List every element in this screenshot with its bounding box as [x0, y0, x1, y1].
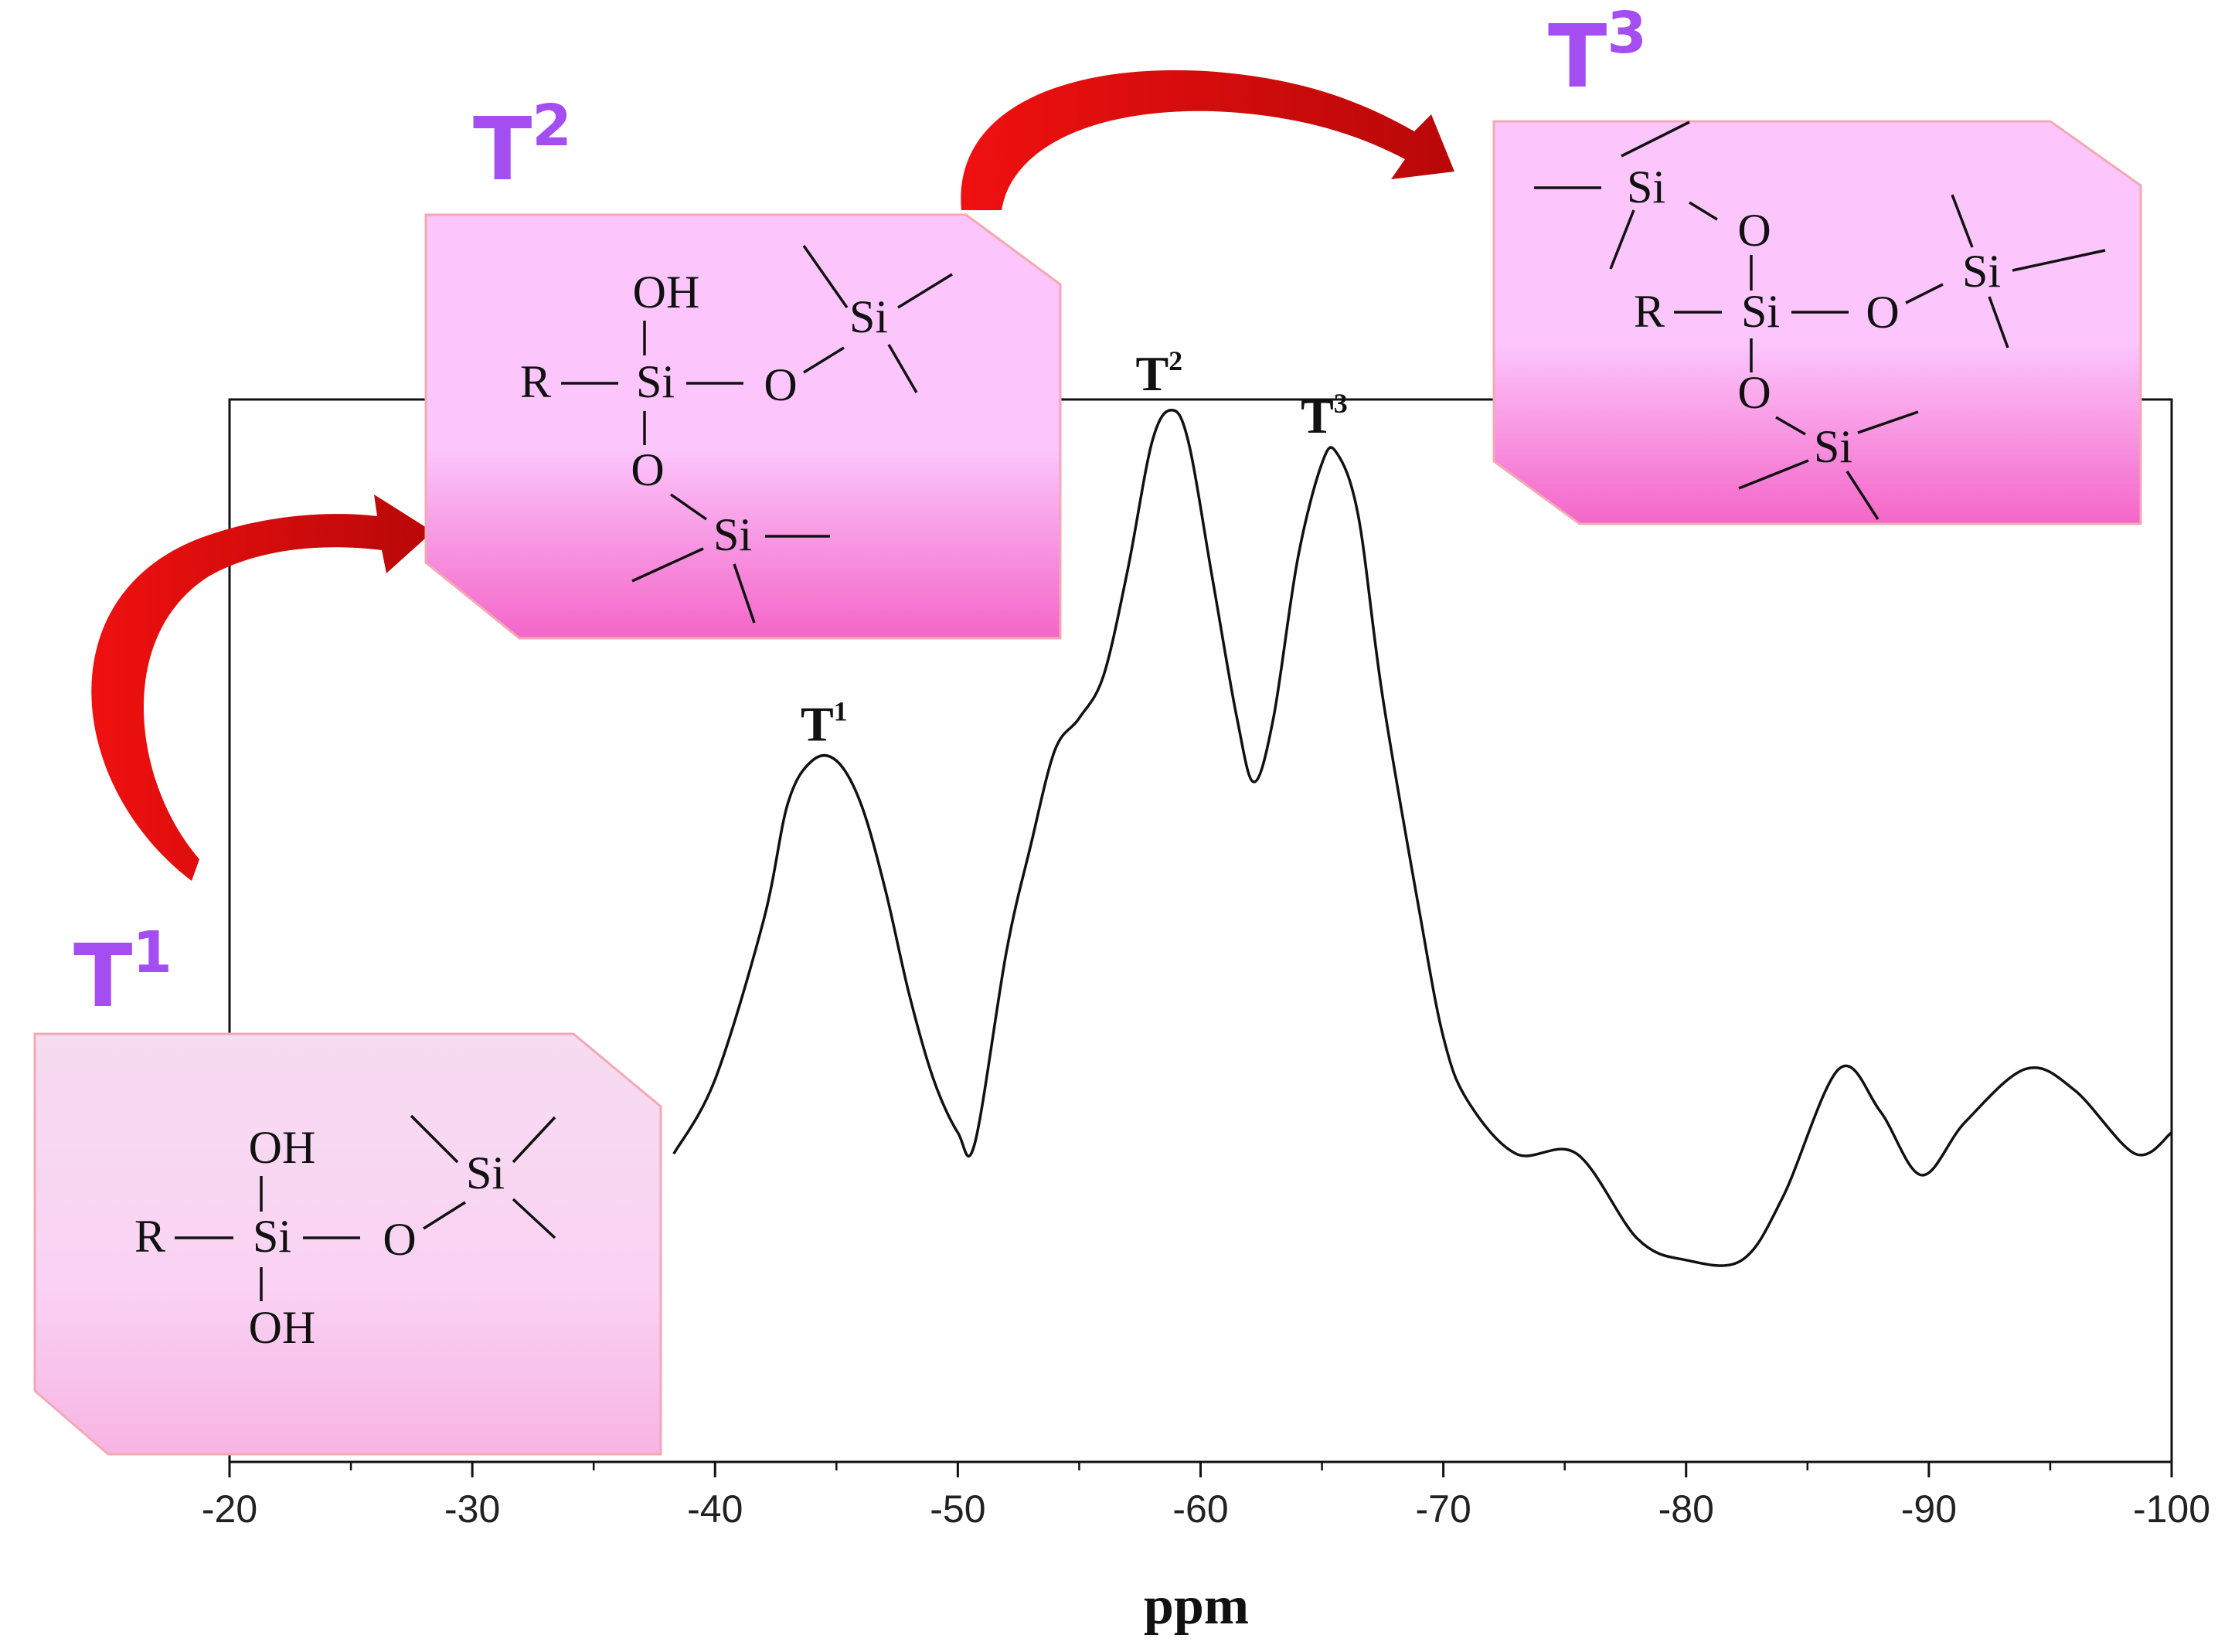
x-tick-label: -90 [1901, 1487, 1957, 1531]
t3-label: T3 [1548, 0, 1647, 107]
x-tick-label: -70 [1415, 1487, 1471, 1531]
t3-r: R [1634, 286, 1665, 337]
t2-label: T2 [473, 93, 572, 200]
x-tick-label: -20 [202, 1487, 257, 1531]
structure-t3: Si O R Si O Si O Si [1492, 120, 2142, 525]
t1-oh-bottom: OH [249, 1302, 316, 1353]
t3-o-bottom: O [1737, 367, 1771, 418]
t2-si-center: Si [636, 356, 675, 407]
t3-box [1492, 120, 2142, 525]
t3-o-right: O [1866, 287, 1899, 338]
x-tick-label: -80 [1658, 1487, 1714, 1531]
t2-box [424, 213, 1062, 640]
t2-r: R [520, 356, 551, 407]
t1-r: R [134, 1211, 165, 1262]
x-tick-label: -30 [444, 1487, 500, 1531]
x-tick-label: -60 [1172, 1487, 1228, 1531]
x-axis: -20 -30 -40 -50 -60 -70 -80 -90 -100 [202, 1462, 2210, 1531]
x-tick-label: -50 [930, 1487, 985, 1531]
peak-label-t3: T3 [1301, 388, 1348, 444]
structure-t2: OH R Si O Si O Si [424, 213, 1062, 640]
peak-labels: T1 T2 T3 [801, 345, 1348, 752]
arrow-t2-to-t3 [961, 70, 1454, 210]
peak-label-t1: T1 [801, 696, 848, 752]
x-tick-label: -100 [2133, 1487, 2210, 1531]
t2-si-bottom: Si [713, 509, 752, 560]
t1-si-center: Si [253, 1211, 291, 1262]
t3-si-center: Si [1741, 286, 1780, 337]
x-axis-title: ppm [1144, 1576, 1249, 1636]
arrow-t1-to-t2 [91, 495, 433, 881]
spectrum-line [672, 409, 2173, 1267]
t1-label: T1 [73, 919, 172, 1027]
t3-si-bottom: Si [1814, 421, 1852, 472]
structure-t1: OH R Si O Si OH [33, 1032, 662, 1456]
t3-si-top: Si [1627, 161, 1665, 212]
t1-box [33, 1032, 662, 1456]
t1-o: O [383, 1214, 416, 1265]
t3-si-right: Si [1962, 246, 2001, 297]
t3-o-top: O [1737, 205, 1771, 256]
t2-o-right: O [764, 359, 797, 410]
t1-si-side: Si [466, 1147, 505, 1198]
t2-oh-top: OH [633, 267, 700, 318]
x-tick-label: -40 [687, 1487, 743, 1531]
t2-si-right: Si [849, 291, 888, 342]
t2-o-bottom: O [631, 444, 664, 495]
t1-oh-top: OH [249, 1122, 316, 1173]
peak-label-t2: T2 [1135, 345, 1182, 401]
